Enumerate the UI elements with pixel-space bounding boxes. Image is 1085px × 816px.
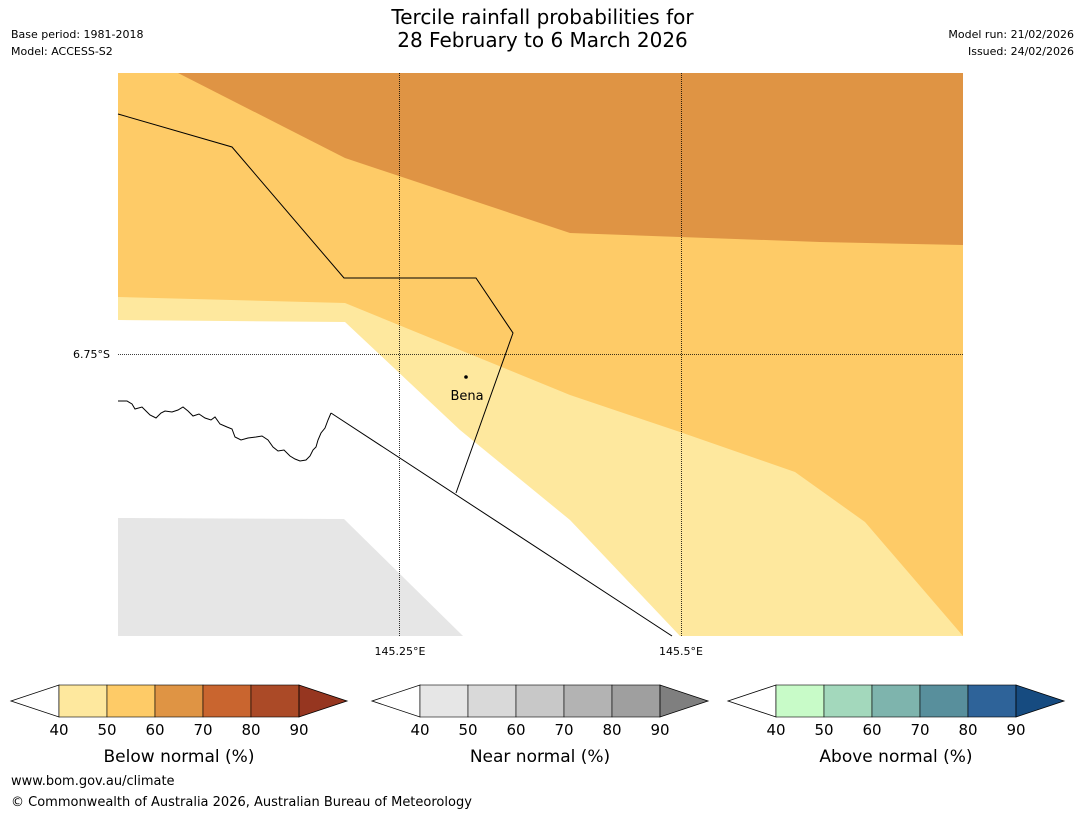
near-normal-bin bbox=[563, 684, 613, 718]
legend-near-normal: Near normal (%) 40 50 60 70 80 90 bbox=[370, 684, 710, 767]
below-normal-bin bbox=[154, 684, 204, 718]
above-normal-tick-label: 80 bbox=[958, 721, 977, 739]
below-normal-bin bbox=[250, 684, 300, 718]
near-normal-tick-label: 60 bbox=[506, 721, 525, 739]
above-normal-bin bbox=[775, 684, 825, 718]
above-normal-tick-label: 90 bbox=[1006, 721, 1025, 739]
below-normal-bin bbox=[58, 684, 108, 718]
near-normal-tick-label: 90 bbox=[650, 721, 669, 739]
model-run-label: Model run: 21/02/2026 bbox=[948, 28, 1074, 41]
footer-url: www.bom.gov.au/climate bbox=[11, 774, 175, 789]
region-near-normal-40-50 bbox=[118, 518, 463, 636]
legend-below-normal: Below normal (%) 40 50 60 70 80 90 bbox=[9, 684, 349, 767]
near-normal-extend-low bbox=[370, 684, 421, 718]
place-marker-bena bbox=[464, 375, 468, 379]
forecast-map: Bena 6.75°S 145.25°E 145.5°E bbox=[73, 73, 963, 658]
legend-title-above-normal: Above normal (%) bbox=[819, 747, 972, 767]
below-normal-tick-label: 70 bbox=[193, 721, 212, 739]
near-normal-tick-label: 80 bbox=[602, 721, 621, 739]
below-normal-extend-low bbox=[9, 684, 60, 718]
near-normal-tick-label: 50 bbox=[458, 721, 477, 739]
map-title: Tercile rainfall probabilities for 28 Fe… bbox=[0, 6, 1085, 52]
near-normal-extend-high bbox=[659, 684, 710, 718]
above-normal-tick-label: 40 bbox=[766, 721, 785, 739]
title-line-2: 28 February to 6 March 2026 bbox=[397, 28, 688, 52]
lat-label: 6.75°S bbox=[73, 348, 110, 361]
title-line-1: Tercile rainfall probabilities for bbox=[391, 5, 694, 29]
below-normal-tick-label: 80 bbox=[241, 721, 260, 739]
model-label: Model: ACCESS-S2 bbox=[11, 45, 113, 58]
near-normal-bin bbox=[467, 684, 517, 718]
near-normal-tick-label: 70 bbox=[554, 721, 573, 739]
below-normal-extend-high bbox=[298, 684, 349, 718]
above-normal-bin bbox=[823, 684, 873, 718]
issued-label: Issued: 24/02/2026 bbox=[967, 45, 1074, 58]
above-normal-tick-label: 60 bbox=[862, 721, 881, 739]
near-normal-bin bbox=[611, 684, 661, 718]
above-normal-tick-label: 50 bbox=[814, 721, 833, 739]
province-boundary-south bbox=[330, 412, 673, 637]
place-label-bena: Bena bbox=[450, 389, 483, 404]
coastline bbox=[118, 400, 332, 462]
near-normal-tick-label: 40 bbox=[410, 721, 429, 739]
below-normal-bin bbox=[106, 684, 156, 718]
above-normal-bin bbox=[967, 684, 1017, 718]
legend-title-near-normal: Near normal (%) bbox=[470, 747, 610, 767]
region-below-normal-60-70 bbox=[178, 73, 963, 245]
base-period-label: Base period: 1981-2018 bbox=[11, 28, 144, 41]
below-normal-tick-label: 60 bbox=[145, 721, 164, 739]
lon-label-145-25: 145.25°E bbox=[375, 645, 426, 658]
above-normal-tick-label: 70 bbox=[910, 721, 929, 739]
lon-label-145-5: 145.5°E bbox=[659, 645, 703, 658]
near-normal-bin bbox=[515, 684, 565, 718]
footer-copyright: © Commonwealth of Australia 2026, Austra… bbox=[11, 795, 472, 810]
near-normal-bin bbox=[419, 684, 469, 718]
legend-title-below-normal: Below normal (%) bbox=[104, 747, 255, 767]
legend-above-normal: Above normal (%) 40 50 60 70 80 90 bbox=[726, 684, 1066, 767]
province-boundary bbox=[117, 113, 514, 494]
above-normal-bin bbox=[871, 684, 921, 718]
below-normal-bin bbox=[202, 684, 252, 718]
below-normal-tick-label: 50 bbox=[97, 721, 116, 739]
above-normal-extend-low bbox=[726, 684, 777, 718]
above-normal-extend-high bbox=[1015, 684, 1066, 718]
below-normal-tick-label: 40 bbox=[49, 721, 68, 739]
below-normal-tick-label: 90 bbox=[289, 721, 308, 739]
above-normal-bin bbox=[919, 684, 969, 718]
